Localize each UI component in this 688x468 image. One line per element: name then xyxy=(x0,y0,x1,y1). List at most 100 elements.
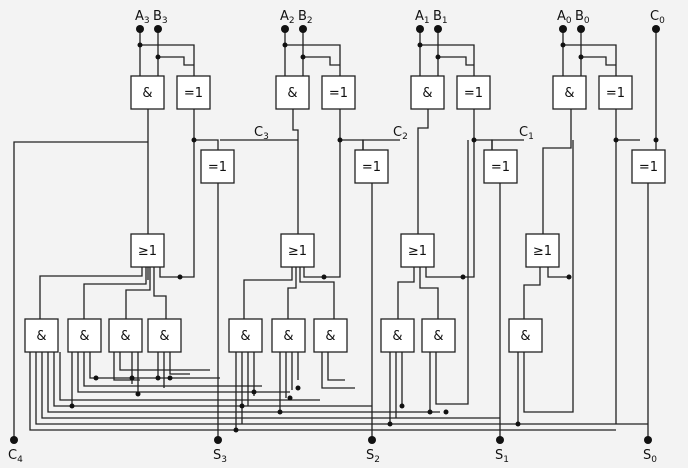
gate-symbol: =1 xyxy=(208,160,227,175)
junction-dot xyxy=(427,409,433,415)
label-a1: A1 xyxy=(415,9,430,26)
output-terminal-s2 xyxy=(368,436,376,444)
gate-box xyxy=(176,75,211,110)
gate-box xyxy=(421,318,456,353)
gate-box xyxy=(313,318,348,353)
junction-dot xyxy=(137,42,143,48)
junction-dot xyxy=(566,274,572,280)
gate-symbol: & xyxy=(142,86,152,101)
and-gate-row4-10: & xyxy=(508,318,543,353)
label-a3: A3 xyxy=(135,9,150,26)
or-gate-c1: ≥1 xyxy=(525,233,560,268)
or-gate-c3: ≥1 xyxy=(280,233,315,268)
gate-box xyxy=(280,233,315,268)
junction-dot xyxy=(300,54,306,60)
xor-gate-s0: =1 xyxy=(631,149,666,184)
label-c1: C1 xyxy=(519,125,534,142)
junction-dot xyxy=(471,137,477,143)
gate-symbol: & xyxy=(520,329,530,344)
gate-symbol: =1 xyxy=(329,86,348,101)
input-terminal-b1 xyxy=(434,25,442,33)
xor-gate-p0: =1 xyxy=(598,75,633,110)
and-gate-row4-3: & xyxy=(108,318,143,353)
gate-box xyxy=(483,149,518,184)
input-terminal-a3 xyxy=(136,25,144,33)
and-gate-g3: & xyxy=(130,75,165,110)
xor-gate-s3: =1 xyxy=(200,149,235,184)
gate-symbol: & xyxy=(325,329,335,344)
wires xyxy=(13,29,657,440)
junction-dot xyxy=(93,375,99,381)
and-gate-row4-2: & xyxy=(67,318,102,353)
gate-box xyxy=(200,149,235,184)
and-gate-row4-7: & xyxy=(313,318,348,353)
gate-symbol: =1 xyxy=(639,160,658,175)
gate-symbol: & xyxy=(36,329,46,344)
gate-box xyxy=(354,149,389,184)
xor-gate-p3: =1 xyxy=(176,75,211,110)
gate-box xyxy=(228,318,263,353)
xor-gate-s2: =1 xyxy=(354,149,389,184)
gate-box xyxy=(410,75,445,110)
gate-symbol: ≥1 xyxy=(533,244,552,259)
gate-symbol: & xyxy=(159,329,169,344)
junction-dot xyxy=(135,391,141,397)
gate-symbol: =1 xyxy=(184,86,203,101)
and-gate-row4-6: & xyxy=(271,318,306,353)
junction-dot xyxy=(578,54,584,60)
gate-box xyxy=(108,318,143,353)
gate-symbol: =1 xyxy=(606,86,625,101)
junction-dot xyxy=(287,395,293,401)
junction-dot xyxy=(233,427,239,433)
gate-symbol: =1 xyxy=(362,160,381,175)
gate-symbol: ≥1 xyxy=(138,244,157,259)
junction-dot xyxy=(191,137,197,143)
input-terminal-b0 xyxy=(577,25,585,33)
gate-box xyxy=(24,318,59,353)
junction-dots xyxy=(69,42,659,433)
and-gate-row4-1: & xyxy=(24,318,59,353)
junction-dot xyxy=(239,403,245,409)
and-gate-row4-9: & xyxy=(421,318,456,353)
gate-box xyxy=(508,318,543,353)
and-gate-row4-4: & xyxy=(147,318,182,353)
junction-dot xyxy=(251,389,257,395)
xor-gate-p2: =1 xyxy=(321,75,356,110)
gate-symbol: & xyxy=(564,86,574,101)
junction-dot xyxy=(387,421,393,427)
and-gate-g2: & xyxy=(275,75,310,110)
label-b0: B0 xyxy=(575,9,590,26)
junction-dot xyxy=(337,137,343,143)
and-gate-g0: & xyxy=(552,75,587,110)
and-gate-g1: & xyxy=(410,75,445,110)
and-gate-row4-5: & xyxy=(228,318,263,353)
label-c0: C0 xyxy=(650,9,665,26)
label-b3: B3 xyxy=(153,9,168,26)
gate-box xyxy=(380,318,415,353)
carry-labels: C3 C2 C1 xyxy=(254,125,534,142)
gate-symbol: & xyxy=(433,329,443,344)
junction-dot xyxy=(515,421,521,427)
gate-symbol: & xyxy=(120,329,130,344)
junction-dot xyxy=(155,54,161,60)
label-c3: C3 xyxy=(254,125,269,142)
label-s2: S2 xyxy=(366,448,380,465)
output-labels: C4 S3 S2 S1 S0 xyxy=(8,448,657,465)
gate-box xyxy=(456,75,491,110)
gate-symbol: & xyxy=(283,329,293,344)
junction-dot xyxy=(613,137,619,143)
label-c4: C4 xyxy=(8,448,23,465)
junction-dot xyxy=(321,274,327,280)
xor-gate-p1: =1 xyxy=(456,75,491,110)
junction-dot xyxy=(460,274,466,280)
gate-box xyxy=(271,318,306,353)
junction-dot xyxy=(167,375,173,381)
junction-dot xyxy=(282,42,288,48)
junction-dot xyxy=(295,385,301,391)
gate-symbol: & xyxy=(422,86,432,101)
input-labels: A3 B3 A2 B2 A1 B1 A0 B0 C0 xyxy=(135,9,665,26)
gate-box xyxy=(598,75,633,110)
junction-dot xyxy=(435,54,441,60)
gate-symbol: =1 xyxy=(464,86,483,101)
